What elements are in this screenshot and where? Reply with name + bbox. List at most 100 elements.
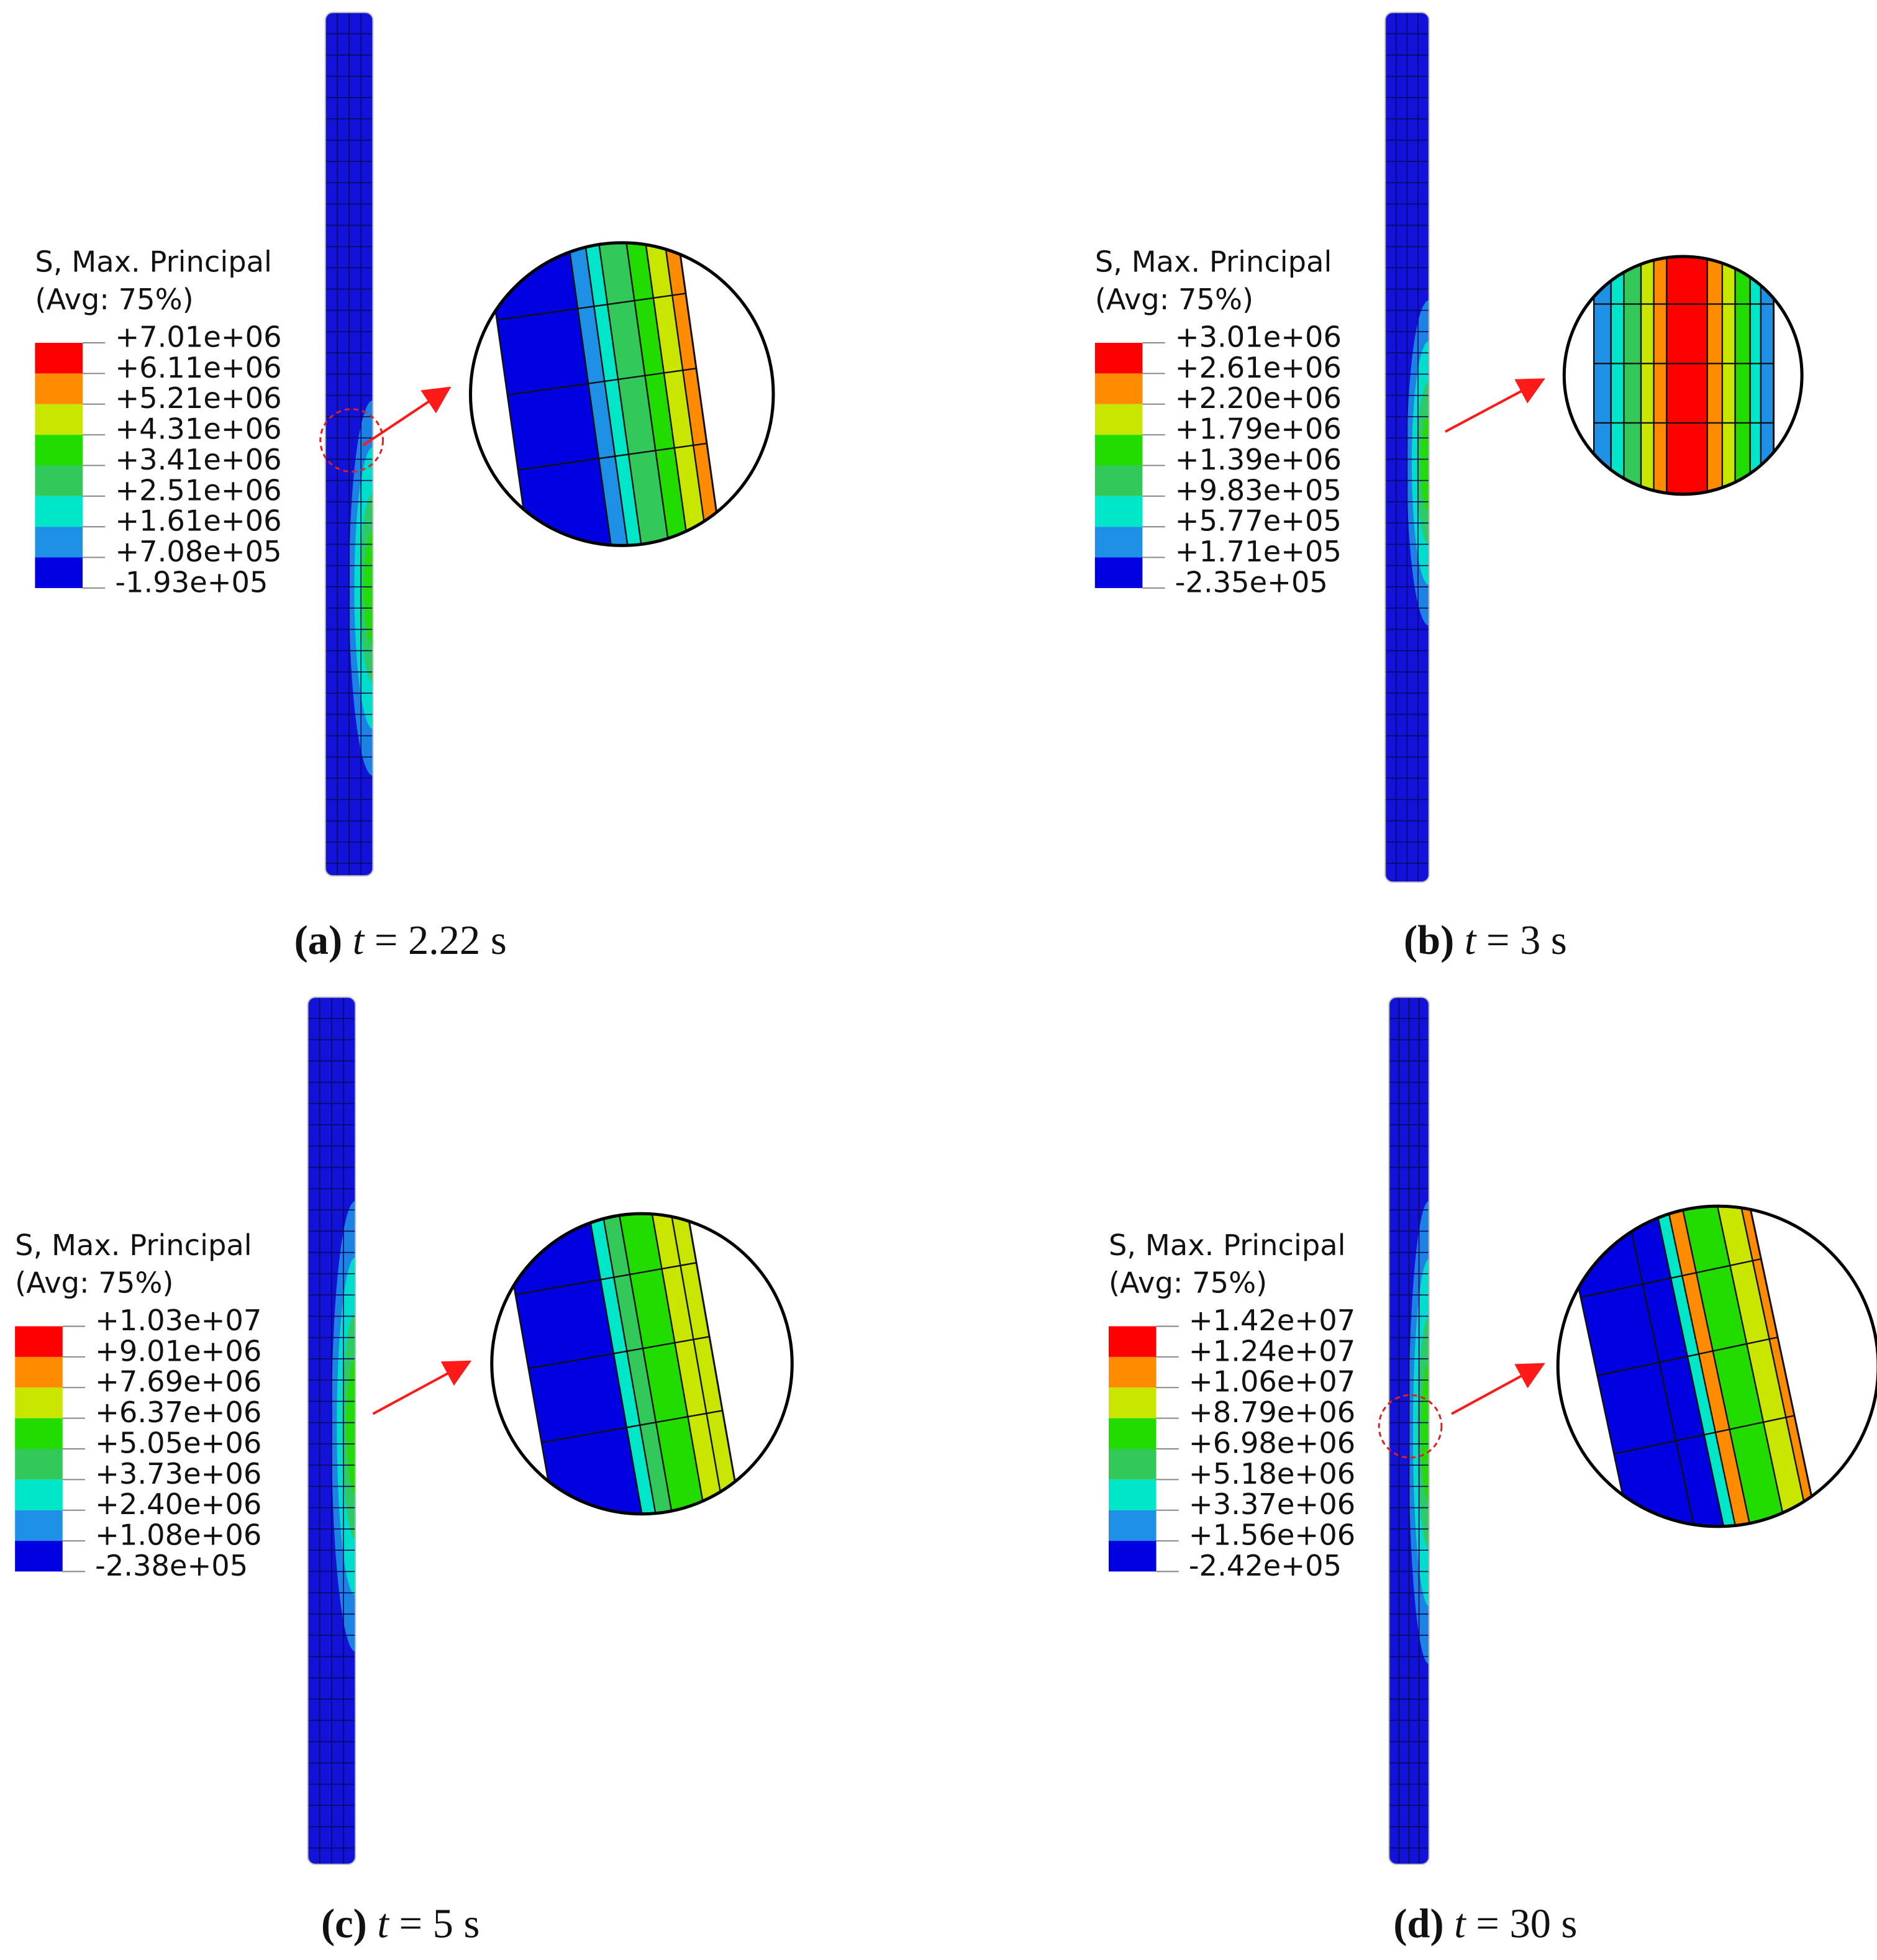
- legend-label: -2.35e+05: [1175, 565, 1328, 599]
- zoom-outline: [468, 241, 775, 547]
- arrow: [1451, 1363, 1545, 1415]
- legend-band: [15, 1326, 63, 1357]
- caption-variable: t: [377, 1902, 389, 1947]
- legend-band: [1094, 435, 1143, 466]
- legend-label: +5.77e+05: [1175, 504, 1342, 538]
- legend-title: S, Max. Principal: [15, 1228, 252, 1262]
- legend-label: +1.06e+07: [1189, 1365, 1355, 1399]
- zoom-outline: [1562, 255, 1804, 496]
- legend-band: [35, 435, 83, 466]
- legend-label: +2.40e+06: [95, 1487, 261, 1521]
- caption-variable: t: [1465, 918, 1477, 963]
- legend-band: [1094, 343, 1143, 374]
- column: [1385, 12, 1429, 882]
- zoom-outline: [1556, 1204, 1877, 1528]
- legend-label: +7.08e+05: [115, 535, 281, 568]
- legend-band: [1094, 496, 1143, 527]
- zoom-view: [1565, 258, 1801, 493]
- legend-label: +9.83e+05: [1175, 473, 1342, 507]
- legend-band: [15, 1510, 63, 1541]
- legend-label: +1.42e+07: [1189, 1304, 1355, 1337]
- legend-band: [35, 496, 83, 527]
- caption: (a) t = 2.22 s: [294, 918, 507, 963]
- caption-value: = 30 s: [1476, 1902, 1577, 1947]
- legend-band: [1094, 557, 1143, 588]
- legend-label: +2.61e+06: [1175, 351, 1342, 384]
- legend-label: +1.79e+06: [1175, 412, 1342, 446]
- panel: S, Max. Principal (Avg: 75%) +3.01e+06+2.6…: [1094, 12, 1804, 963]
- legend-label: +1.03e+07: [95, 1304, 261, 1337]
- legend-band: [35, 527, 83, 558]
- legend-title: S, Max. Principal: [1095, 245, 1332, 279]
- legend-label: +6.98e+06: [1189, 1426, 1355, 1459]
- legend-label: +1.71e+05: [1175, 535, 1342, 568]
- legend-band: [1108, 1541, 1157, 1572]
- zoom-view: [493, 1215, 791, 1513]
- legend-band: [1108, 1356, 1157, 1388]
- legend-label: -2.38e+05: [95, 1549, 248, 1582]
- caption-variable: t: [353, 918, 365, 963]
- legend-label: +3.73e+06: [95, 1457, 261, 1490]
- legend-band: [15, 1479, 63, 1510]
- legend-band: [35, 465, 83, 496]
- legend-band: [15, 1418, 63, 1449]
- legend-label: +7.01e+06: [115, 320, 281, 353]
- zoom-marker: [1378, 1394, 1443, 1459]
- caption-value: = 3 s: [1486, 918, 1567, 963]
- legend-band: [1094, 465, 1143, 496]
- legend-label: +6.11e+06: [115, 351, 281, 384]
- legend-band: [35, 343, 83, 374]
- legend-title: S, Max. Principal: [1109, 1228, 1346, 1262]
- panel: S, Max. Principal (Avg: 75%) +1.03e+07+9.0…: [15, 996, 794, 1947]
- legend-band: [1094, 404, 1143, 435]
- caption-value: = 5 s: [399, 1902, 480, 1947]
- legend-band: [35, 557, 83, 588]
- legend-band: [1108, 1418, 1157, 1449]
- arrow: [372, 1360, 472, 1415]
- caption-label: (b): [1404, 918, 1454, 963]
- zoom-view: [471, 243, 773, 545]
- panel: S, Max. Principal (Avg: 75%) +7.01e+06+6.1…: [35, 12, 775, 963]
- legend-label: -1.93e+05: [115, 565, 268, 599]
- legend-band: [15, 1448, 63, 1480]
- legend-band: [35, 373, 83, 404]
- legend-label: +1.39e+06: [1175, 443, 1342, 476]
- legend-label: +1.24e+07: [1189, 1334, 1355, 1368]
- legend-subtitle: (Avg: 75%): [1095, 283, 1253, 316]
- legend-band: [15, 1541, 63, 1572]
- column-outline: [1388, 996, 1430, 1865]
- legend-label: +1.08e+06: [95, 1518, 261, 1552]
- panel: S, Max. Principal (Avg: 75%) +1.42e+07+1.2…: [1108, 996, 1877, 1947]
- zoom-outline: [490, 1212, 794, 1516]
- legend-label: -2.42e+05: [1189, 1549, 1342, 1582]
- caption-label: (a): [294, 918, 343, 963]
- legend-title: S, Max. Principal: [35, 245, 272, 279]
- legend-band: [15, 1387, 63, 1418]
- legend-subtitle: (Avg: 75%): [15, 1266, 173, 1300]
- legend-subtitle: (Avg: 75%): [1109, 1266, 1267, 1300]
- column: [325, 12, 373, 876]
- legend-label: +1.61e+06: [115, 504, 281, 538]
- caption-label: (d): [1393, 1902, 1443, 1947]
- column-outline: [324, 12, 374, 877]
- column-outline: [307, 996, 357, 1865]
- legend-label: +3.01e+06: [1175, 320, 1342, 353]
- legend-band: [1094, 527, 1143, 558]
- caption: (b) t = 3 s: [1404, 918, 1567, 963]
- legend-label: +9.01e+06: [95, 1334, 261, 1368]
- caption-value: = 2.22 s: [375, 918, 507, 963]
- legend-band: [1108, 1326, 1157, 1357]
- zoom-view: [1559, 1207, 1877, 1525]
- legend-band: [1094, 373, 1143, 404]
- column: [307, 997, 356, 1864]
- legend-label: +7.69e+06: [95, 1365, 261, 1399]
- legend-band: [35, 404, 83, 435]
- zoom-marker: [319, 408, 384, 473]
- legend-label: +8.79e+06: [1189, 1395, 1355, 1429]
- legend-label: +6.37e+06: [95, 1395, 261, 1429]
- caption-variable: t: [1454, 1902, 1466, 1947]
- legend-label: +2.51e+06: [115, 473, 281, 507]
- legend-band: [15, 1356, 63, 1388]
- legend-label: +3.41e+06: [115, 443, 281, 476]
